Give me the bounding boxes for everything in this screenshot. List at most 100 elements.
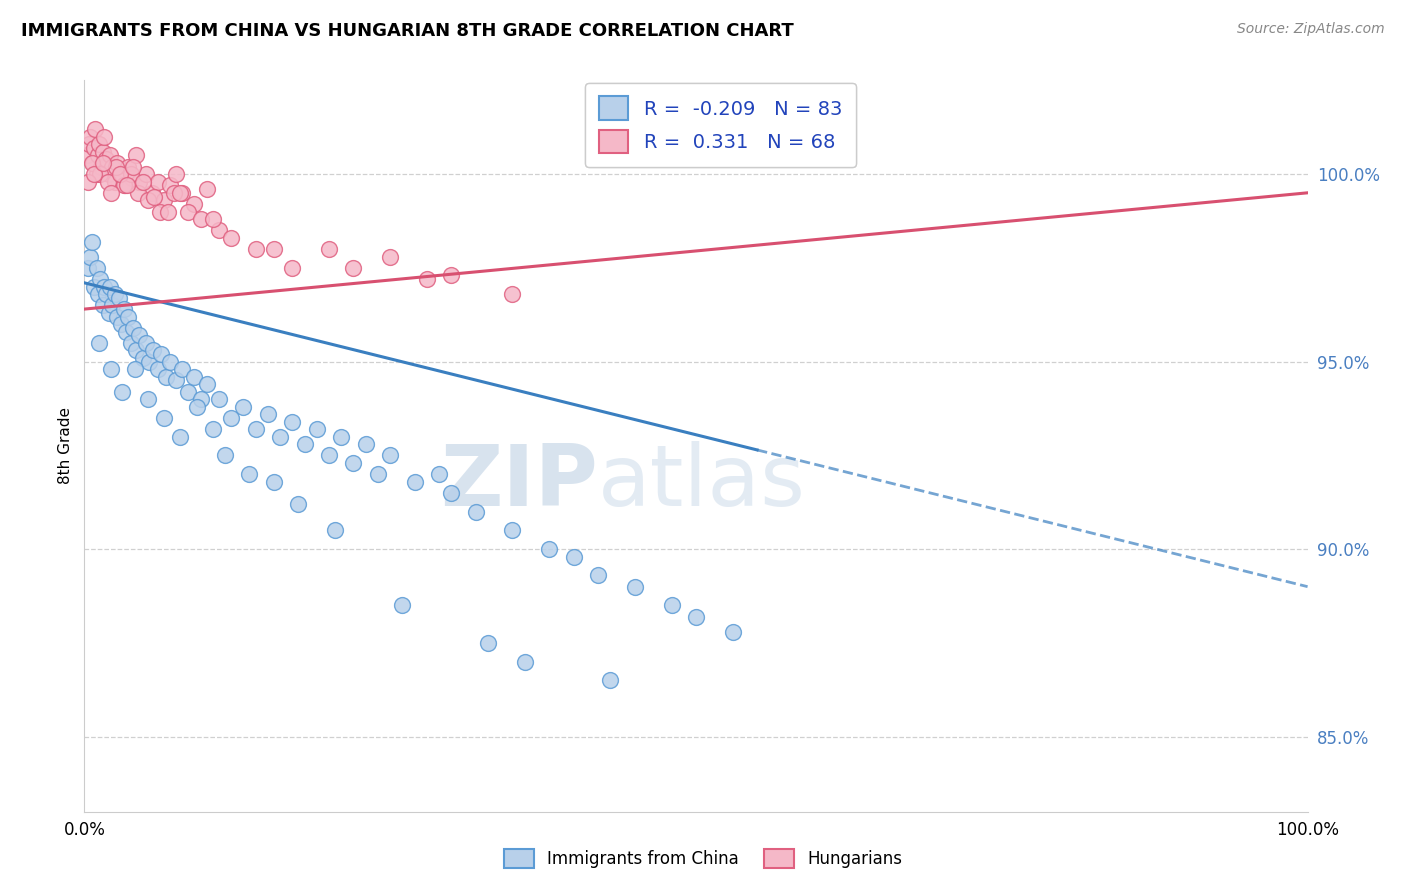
Point bbox=[136, 392, 159, 406]
Point bbox=[80, 156, 103, 170]
Point bbox=[232, 400, 254, 414]
Point bbox=[183, 197, 205, 211]
Point bbox=[141, 186, 163, 200]
Point bbox=[146, 362, 169, 376]
Point bbox=[195, 182, 218, 196]
Point bbox=[238, 467, 260, 482]
Point bbox=[143, 189, 166, 203]
Point bbox=[105, 310, 128, 324]
Point bbox=[89, 167, 111, 181]
Point bbox=[79, 250, 101, 264]
Point bbox=[87, 287, 110, 301]
Point bbox=[125, 343, 148, 358]
Point bbox=[120, 335, 142, 350]
Point bbox=[97, 306, 120, 320]
Point bbox=[391, 599, 413, 613]
Point bbox=[214, 449, 236, 463]
Point bbox=[108, 167, 131, 181]
Point bbox=[177, 384, 200, 399]
Text: ZIP: ZIP bbox=[440, 441, 598, 524]
Point bbox=[112, 178, 135, 193]
Point bbox=[538, 542, 561, 557]
Point bbox=[124, 362, 146, 376]
Point bbox=[263, 242, 285, 256]
Point bbox=[177, 204, 200, 219]
Point bbox=[150, 347, 173, 361]
Point bbox=[87, 136, 110, 151]
Point bbox=[96, 287, 118, 301]
Point bbox=[135, 167, 157, 181]
Text: atlas: atlas bbox=[598, 441, 806, 524]
Point bbox=[208, 223, 231, 237]
Point bbox=[132, 351, 155, 365]
Point bbox=[169, 429, 191, 443]
Point bbox=[93, 279, 115, 293]
Point bbox=[502, 287, 524, 301]
Point bbox=[201, 212, 224, 227]
Point bbox=[165, 373, 187, 387]
Point bbox=[135, 335, 157, 350]
Point bbox=[440, 486, 463, 500]
Point bbox=[104, 175, 127, 189]
Point bbox=[91, 298, 114, 312]
Point bbox=[502, 524, 524, 538]
Point bbox=[208, 392, 231, 406]
Point bbox=[86, 260, 108, 275]
Point bbox=[96, 152, 118, 166]
Point bbox=[115, 178, 138, 193]
Point bbox=[172, 362, 194, 376]
Point bbox=[110, 167, 132, 181]
Point bbox=[84, 122, 107, 136]
Point bbox=[183, 369, 205, 384]
Point bbox=[149, 204, 172, 219]
Point bbox=[562, 549, 585, 564]
Point bbox=[416, 272, 439, 286]
Point bbox=[76, 148, 98, 162]
Point bbox=[195, 377, 218, 392]
Point bbox=[104, 287, 127, 301]
Point bbox=[138, 354, 160, 368]
Point bbox=[318, 242, 340, 256]
Point bbox=[80, 235, 103, 249]
Point bbox=[87, 335, 110, 350]
Point bbox=[513, 655, 536, 669]
Point bbox=[294, 437, 316, 451]
Point bbox=[427, 467, 450, 482]
Text: IMMIGRANTS FROM CHINA VS HUNGARIAN 8TH GRADE CORRELATION CHART: IMMIGRANTS FROM CHINA VS HUNGARIAN 8TH G… bbox=[21, 22, 794, 40]
Point bbox=[156, 204, 179, 219]
Point bbox=[100, 186, 122, 200]
Point bbox=[128, 175, 150, 189]
Point bbox=[245, 422, 267, 436]
Point bbox=[219, 231, 242, 245]
Point bbox=[77, 260, 100, 275]
Point bbox=[721, 624, 744, 639]
Point bbox=[93, 129, 115, 144]
Point bbox=[404, 475, 426, 489]
Point bbox=[97, 175, 120, 189]
Point bbox=[323, 524, 346, 538]
Point bbox=[172, 186, 194, 200]
Legend: Immigrants from China, Hungarians: Immigrants from China, Hungarians bbox=[498, 842, 908, 875]
Point bbox=[132, 175, 155, 189]
Point bbox=[263, 475, 285, 489]
Point bbox=[142, 343, 165, 358]
Point bbox=[287, 497, 309, 511]
Point bbox=[624, 580, 647, 594]
Point bbox=[586, 568, 609, 582]
Point bbox=[101, 298, 124, 312]
Point bbox=[122, 321, 145, 335]
Y-axis label: 8th Grade: 8th Grade bbox=[58, 408, 73, 484]
Point bbox=[86, 167, 108, 181]
Point bbox=[165, 167, 187, 181]
Point bbox=[127, 186, 149, 200]
Point bbox=[305, 422, 328, 436]
Point bbox=[169, 186, 191, 200]
Point bbox=[120, 167, 142, 181]
Point bbox=[98, 148, 121, 162]
Point bbox=[115, 325, 138, 339]
Point bbox=[83, 167, 105, 181]
Point bbox=[661, 599, 683, 613]
Point bbox=[110, 317, 132, 331]
Point bbox=[82, 156, 104, 170]
Point bbox=[153, 410, 176, 425]
